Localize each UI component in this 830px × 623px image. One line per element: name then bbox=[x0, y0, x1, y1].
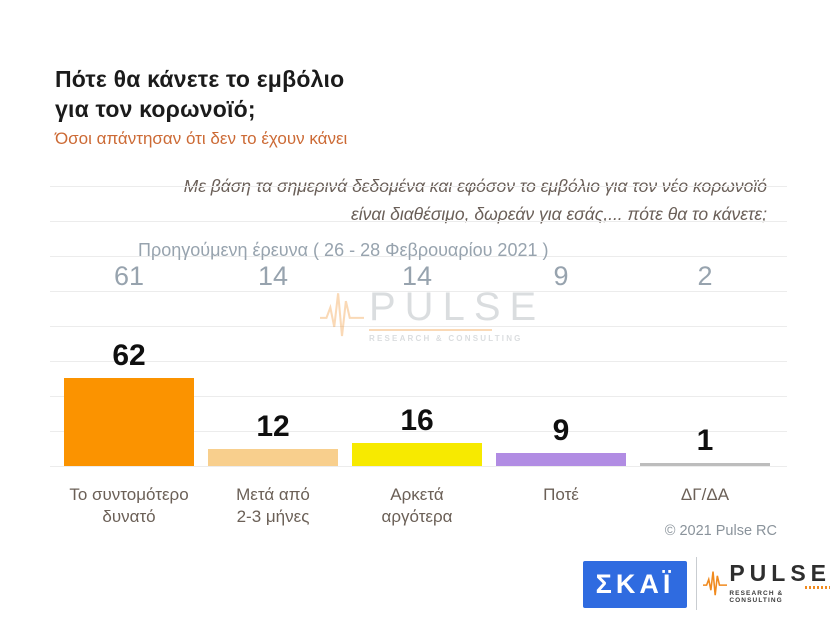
prev-values-row: 61 14 14 9 2 bbox=[64, 261, 770, 292]
gridline bbox=[50, 361, 787, 362]
pulse-watermark-brand: PULSE bbox=[369, 284, 546, 329]
gridline bbox=[50, 466, 787, 467]
pulse-watermark: PULSE RESEARCH & CONSULTING bbox=[320, 283, 545, 345]
skai-logo: ΣΚΑΪ bbox=[583, 561, 687, 608]
gridline bbox=[50, 396, 787, 397]
pulse-logo-tagline: RESEARCH & CONSULTING bbox=[729, 590, 784, 604]
bar bbox=[64, 378, 194, 466]
gridline bbox=[50, 256, 787, 257]
bar-value-label: 62 bbox=[112, 339, 146, 372]
bar-group: 1 bbox=[640, 424, 770, 466]
category-row: Το συντομότερο δυνατό Μετά από 2-3 μήνες Α… bbox=[64, 484, 770, 528]
pulse-logo-text: PULSE RESEARCH & CONSULTING bbox=[729, 561, 830, 604]
category-label: ΔΓ/ΔΑ bbox=[680, 485, 730, 504]
page-title: Πότε θα κάνετε το εμβόλιο για τον κορωνο… bbox=[55, 66, 345, 122]
page-subtitle: Όσοι απάντησαν ότι δεν το έχουν κάνει bbox=[55, 129, 348, 148]
gridline bbox=[50, 186, 787, 187]
category-label: Το συντομότερο δυνατό bbox=[69, 485, 189, 526]
previous-survey-value: 9 bbox=[553, 261, 569, 291]
pulse-watermark-text: PULSE RESEARCH & CONSULTING bbox=[369, 286, 545, 343]
pulse-waveform-icon bbox=[320, 293, 364, 337]
gridline bbox=[50, 291, 787, 292]
bar bbox=[208, 449, 338, 466]
bar bbox=[640, 463, 770, 466]
previous-survey-label: Προηγούμενη έρευνα ( 26 - 28 Φεβρουαρίου… bbox=[138, 240, 549, 260]
gridlines bbox=[50, 186, 787, 467]
bar-value-label: 16 bbox=[400, 404, 434, 437]
bar-value-label: 9 bbox=[552, 414, 570, 447]
gridline bbox=[50, 431, 787, 432]
bar bbox=[352, 443, 482, 466]
bar-group: 16 bbox=[352, 404, 482, 466]
logo-divider bbox=[696, 557, 697, 610]
bars-row: 62 12 16 9 1 bbox=[64, 339, 770, 466]
previous-survey-value: 61 bbox=[113, 261, 145, 291]
previous-survey-value: 14 bbox=[401, 261, 433, 291]
bar-group: 62 bbox=[64, 339, 194, 466]
pulse-watermark-tagline: RESEARCH & CONSULTING bbox=[369, 333, 523, 343]
category-label: Μετά από 2-3 μήνες bbox=[236, 485, 310, 526]
bar-group: 9 bbox=[496, 414, 626, 466]
previous-survey-value: 14 bbox=[257, 261, 289, 291]
pulse-logo: PULSE RESEARCH & CONSULTING bbox=[703, 561, 830, 604]
bar-value-label: 1 bbox=[696, 424, 714, 457]
pulse-logo-brand: PULSE bbox=[729, 560, 830, 586]
bar-group: 12 bbox=[208, 410, 338, 466]
previous-survey-value: 2 bbox=[697, 261, 713, 291]
bar bbox=[496, 453, 626, 466]
gridline bbox=[50, 221, 787, 222]
bar-value-label: 12 bbox=[256, 410, 290, 443]
copyright-text: © 2021 Pulse RC bbox=[664, 523, 777, 539]
pulse-logo-waveform-icon bbox=[703, 570, 728, 595]
category-label: Αρκετά αργότερα bbox=[381, 485, 453, 526]
pulse-watermark-accent-line bbox=[369, 328, 493, 331]
skai-logo-text: ΣΚΑΪ bbox=[595, 569, 675, 599]
gridline bbox=[50, 326, 787, 327]
pulse-logo-accent-dashes bbox=[804, 586, 830, 589]
category-label: Ποτέ bbox=[543, 485, 579, 504]
